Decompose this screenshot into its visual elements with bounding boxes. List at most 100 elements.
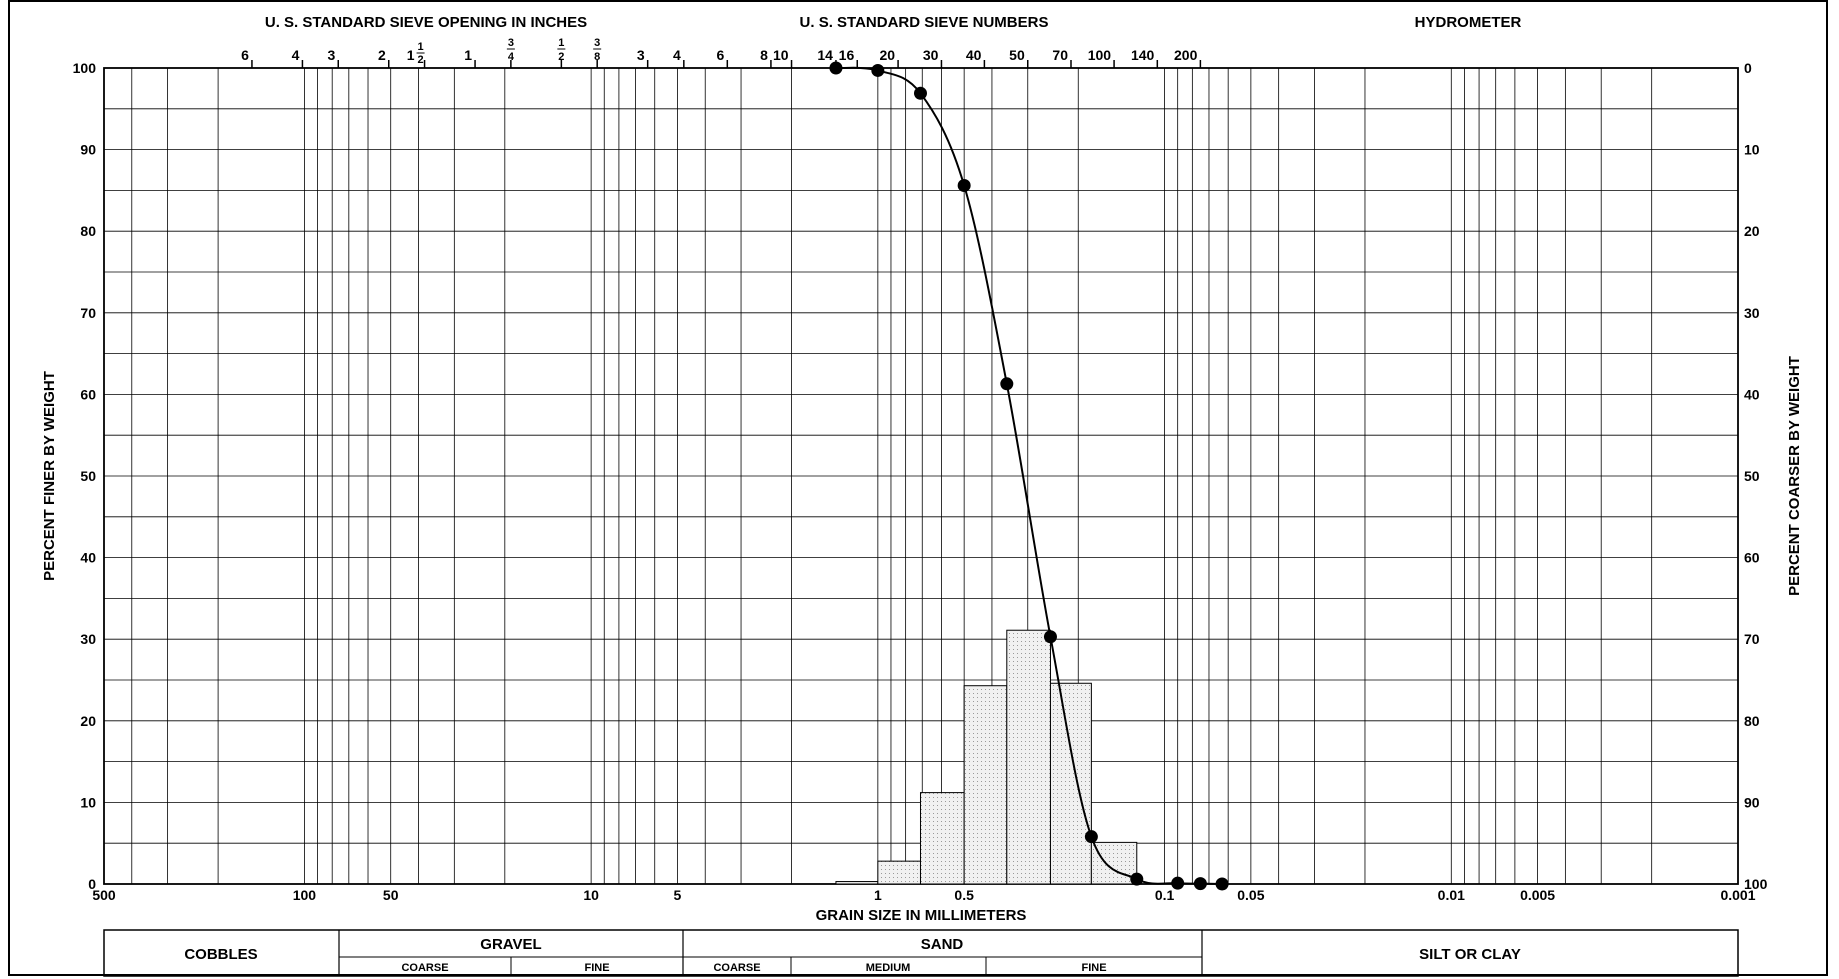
sieve-inch-frac-den: 8 xyxy=(594,51,600,63)
sieve-inch-label: 3 xyxy=(327,47,335,63)
sieve-number-label: 10 xyxy=(773,47,789,63)
y-tick-right: 30 xyxy=(1744,305,1760,321)
class-sand-medium: MEDIUM xyxy=(866,962,911,974)
x-tick-label: 0.005 xyxy=(1520,887,1555,903)
x-tick-label: 100 xyxy=(293,887,317,903)
sieve-inch-frac-num: 3 xyxy=(594,37,600,49)
y-tick-right: 50 xyxy=(1744,468,1760,484)
y-tick-left: 50 xyxy=(80,468,96,484)
sieve-number-label: 100 xyxy=(1088,47,1112,63)
class-cobbles: COBBLES xyxy=(184,946,257,963)
class-sand-coarse: COARSE xyxy=(713,962,760,974)
sieve-number-label: 50 xyxy=(1009,47,1025,63)
gradation-curve xyxy=(829,61,1229,891)
x-tick-label: 0.01 xyxy=(1438,887,1465,903)
x-tick-label: 0.001 xyxy=(1720,887,1755,903)
sieve-inch-frac-den: 2 xyxy=(558,51,564,63)
classification-table: COBBLES GRAVEL COARSE FINE SAND COARSE M… xyxy=(103,929,1739,977)
class-gravel: GRAVEL xyxy=(480,936,541,953)
y-tick-right: 90 xyxy=(1744,794,1760,810)
data-point xyxy=(1000,377,1014,391)
y-tick-right: 40 xyxy=(1744,386,1760,402)
histogram-bar xyxy=(919,792,965,885)
y-tick-left: 0 xyxy=(88,876,96,892)
sieve-number-label: 70 xyxy=(1052,47,1068,63)
x-tick-label: 1 xyxy=(874,887,882,903)
data-point xyxy=(1215,877,1229,891)
y-tick-left: 90 xyxy=(80,142,96,158)
sieve-inch-label: 4 xyxy=(292,47,300,63)
data-point xyxy=(1043,630,1057,644)
sieve-inch-label: 2 xyxy=(378,47,386,63)
histogram-bar xyxy=(1049,682,1092,885)
y-tick-right: 20 xyxy=(1744,223,1760,239)
y-axis-label-left: PERCENT FINER BY WEIGHT xyxy=(41,371,58,581)
y-tick-right: 100 xyxy=(1744,876,1768,892)
sieve-number-label: 6 xyxy=(717,47,725,63)
y-tick-left: 30 xyxy=(80,631,96,647)
header-hydrometer: HYDROMETER xyxy=(1415,14,1522,31)
data-point xyxy=(871,63,885,77)
grid xyxy=(103,67,1739,885)
chart-frame xyxy=(8,0,1828,976)
data-point xyxy=(1193,877,1207,891)
y-tick-right: 10 xyxy=(1744,142,1760,158)
header-sieve-numbers: U. S. STANDARD SIEVE NUMBERS xyxy=(800,14,1049,31)
class-gravel-fine: FINE xyxy=(584,962,609,974)
sieve-number-label: 200 xyxy=(1174,47,1198,63)
x-tick-label: 0.5 xyxy=(954,887,974,903)
histogram-bar xyxy=(963,685,1008,885)
sieve-number-label: 20 xyxy=(880,47,896,63)
sieve-inch-frac-num: 1 xyxy=(418,41,424,53)
y-tick-left: 60 xyxy=(80,386,96,402)
sieve-number-label: 30 xyxy=(923,47,939,63)
y-tick-right: 60 xyxy=(1744,550,1760,566)
data-point xyxy=(957,179,971,193)
sieve-inch-frac-den: 4 xyxy=(508,51,515,63)
histogram xyxy=(835,629,1138,885)
y-tick-left: 20 xyxy=(80,713,96,729)
x-axis-label: GRAIN SIZE IN MILLIMETERS xyxy=(816,907,1027,924)
class-sand: SAND xyxy=(921,936,964,953)
sieve-number-label: 8 xyxy=(760,47,768,63)
histogram-bar xyxy=(1006,629,1051,885)
sieve-inch-label: 1 xyxy=(407,47,415,63)
sieve-inch-label: 1 xyxy=(464,47,472,63)
data-point xyxy=(1084,830,1098,844)
y-tick-left: 80 xyxy=(80,223,96,239)
sieve-number-label: 140 xyxy=(1131,47,1155,63)
x-tick-label: 10 xyxy=(583,887,599,903)
sieve-number-label: 4 xyxy=(673,47,681,63)
y-axis-label-right: PERCENT COARSER BY WEIGHT xyxy=(1786,356,1803,596)
sieve-number-label: 3 xyxy=(637,47,645,63)
histogram-bar xyxy=(877,860,921,885)
sieve-inch-frac-num: 3 xyxy=(508,37,514,49)
y-tick-right: 70 xyxy=(1744,631,1760,647)
histogram-bar xyxy=(1090,841,1138,885)
data-point xyxy=(1130,872,1144,886)
y-tick-left: 40 xyxy=(80,550,96,566)
class-gravel-coarse: COARSE xyxy=(401,962,448,974)
data-point xyxy=(1171,876,1185,890)
header-sieve-inches: U. S. STANDARD SIEVE OPENING IN INCHES xyxy=(265,14,587,31)
sieve-inch-label: 6 xyxy=(241,47,249,63)
x-tick-label: 0.05 xyxy=(1237,887,1264,903)
y-tick-left: 10 xyxy=(80,794,96,810)
x-tick-label: 50 xyxy=(383,887,399,903)
histogram-bar xyxy=(835,881,879,885)
sieve-number-label: 16 xyxy=(839,47,855,63)
sieve-inch-frac-num: 1 xyxy=(558,37,564,49)
sieve-inch-frac-den: 2 xyxy=(418,54,424,66)
x-tick-label: 500 xyxy=(92,887,116,903)
sieve-number-label: 14 xyxy=(817,47,833,63)
class-sand-fine: FINE xyxy=(1081,962,1106,974)
y-tick-left: 70 xyxy=(80,305,96,321)
x-tick-label: 0.1 xyxy=(1155,887,1175,903)
x-tick-label: 5 xyxy=(674,887,682,903)
data-point xyxy=(913,86,927,100)
sieve-number-label: 40 xyxy=(966,47,982,63)
y-tick-right: 80 xyxy=(1744,713,1760,729)
class-silt-clay: SILT OR CLAY xyxy=(1419,946,1521,963)
